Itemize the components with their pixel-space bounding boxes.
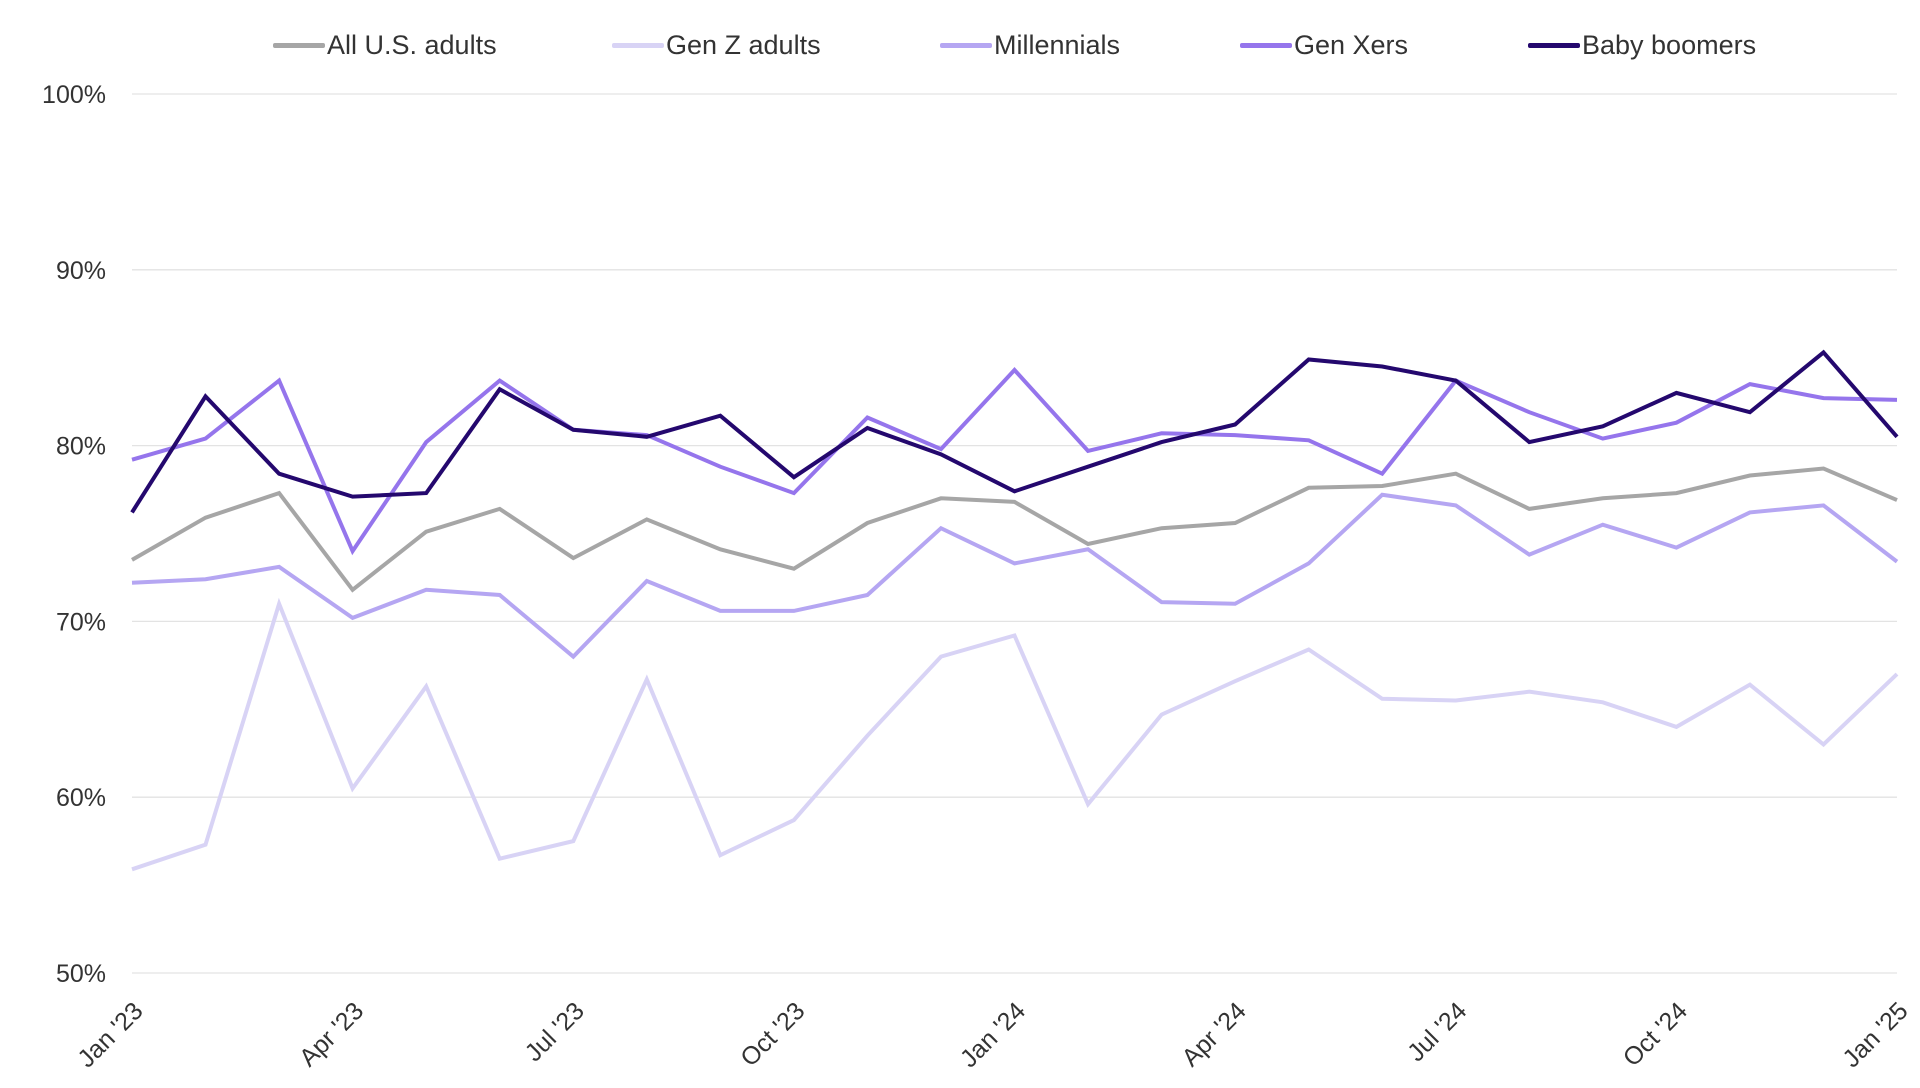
legend-label: Millennials	[994, 29, 1121, 60]
legend-swatch	[1528, 42, 1580, 48]
x-axis: Jan '23 Apr '23 Jul '23 Oct '23 Jan '24 Apr '…	[72, 997, 1913, 1073]
x-tick-label: Jan '23	[72, 997, 148, 1073]
legend-item: Gen Xers	[1240, 22, 1408, 68]
legend-item: Gen Z adults	[612, 22, 821, 68]
x-tick-label: Jan '25	[1837, 997, 1913, 1073]
x-tick-label: Apr '23	[294, 997, 369, 1072]
series-line-gen-xers	[131, 367, 1898, 556]
legend-label: Baby boomers	[1582, 29, 1757, 60]
series-line-gen-z-adults	[131, 597, 1899, 872]
legend-item: Millennials	[940, 22, 1120, 68]
legend-swatch	[273, 42, 325, 48]
legend-swatch	[940, 42, 992, 48]
x-tick-label: Jul '24	[1402, 997, 1472, 1067]
y-tick-label: 60%	[56, 784, 106, 812]
x-tick-label: Oct '23	[735, 997, 810, 1072]
x-tick-label: Apr '24	[1176, 997, 1251, 1072]
legend: All U.S. adults Gen Z adults Millennials Ge…	[0, 22, 1920, 68]
legend-label: Gen Z adults	[666, 29, 821, 60]
legend-item: Baby boomers	[1528, 22, 1756, 68]
y-tick-label: 70%	[56, 608, 106, 636]
legend-label: All U.S. adults	[327, 29, 497, 60]
x-tick-label: Oct '24	[1618, 997, 1693, 1072]
legend-item: All U.S. adults	[273, 22, 497, 68]
y-tick-label: 100%	[42, 81, 106, 109]
y-tick-label: 50%	[56, 960, 106, 988]
y-axis: 50% 60% 70% 80% 90% 100%	[42, 81, 106, 988]
x-tick-label: Jan '24	[955, 997, 1031, 1073]
series-line-baby-boomers	[130, 349, 1899, 514]
series-line-millennials	[131, 492, 1899, 660]
legend-swatch	[1240, 42, 1292, 48]
y-tick-label: 90%	[56, 257, 106, 285]
y-tick-label: 80%	[56, 433, 106, 461]
x-tick-label: Jul '23	[520, 997, 590, 1067]
legend-label: Gen Xers	[1294, 29, 1409, 60]
legend-swatch	[612, 42, 664, 48]
gridlines	[132, 93, 1897, 974]
series-line-all-u-s-adults	[131, 466, 1898, 593]
